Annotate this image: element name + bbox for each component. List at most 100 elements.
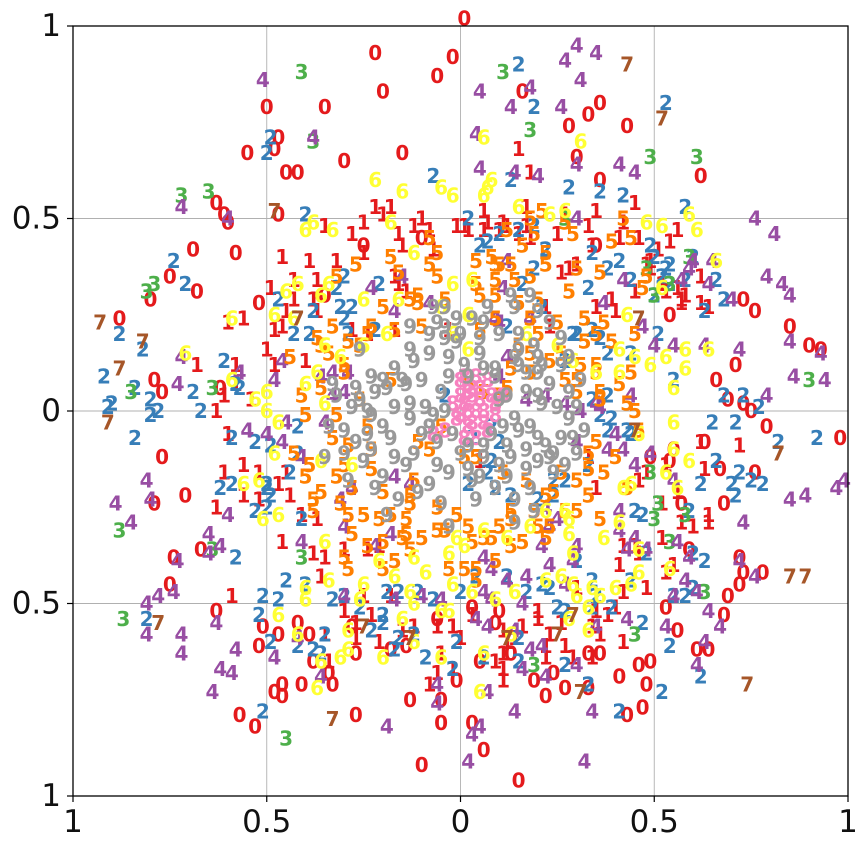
digit-marker-5: 5 bbox=[488, 253, 502, 277]
digit-marker-9: 9 bbox=[341, 468, 355, 492]
digit-marker-4: 4 bbox=[643, 441, 657, 465]
digit-marker-4: 4 bbox=[508, 618, 522, 642]
digit-marker-1: 1 bbox=[694, 430, 708, 454]
digit-marker-4: 4 bbox=[314, 665, 328, 689]
digit-marker-2: 2 bbox=[581, 672, 595, 696]
digit-marker-2: 2 bbox=[612, 249, 626, 273]
digit-marker-4: 4 bbox=[225, 661, 239, 685]
digit-marker-2: 2 bbox=[260, 495, 274, 519]
digit-marker-6: 6 bbox=[357, 287, 371, 311]
digit-marker-4: 4 bbox=[341, 361, 355, 385]
digit-marker-0: 0 bbox=[682, 538, 696, 562]
digit-marker-9: 9 bbox=[442, 364, 456, 388]
digit-marker-9: 9 bbox=[512, 337, 526, 361]
digit-marker-6: 6 bbox=[260, 380, 274, 404]
digit-marker-9: 9 bbox=[403, 314, 417, 338]
digit-marker-2: 2 bbox=[411, 580, 425, 604]
digit-marker-0: 0 bbox=[194, 538, 208, 562]
digit-marker-4: 4 bbox=[337, 584, 351, 608]
digit-marker-1: 1 bbox=[209, 399, 223, 423]
digit-marker-6: 6 bbox=[477, 642, 491, 666]
digit-marker-2: 2 bbox=[225, 426, 239, 450]
digit-marker-6: 6 bbox=[523, 515, 537, 539]
digit-marker-6: 6 bbox=[632, 422, 646, 446]
digit-marker-2: 2 bbox=[302, 322, 316, 346]
digit-marker-6: 6 bbox=[550, 334, 564, 358]
digit-marker-1: 1 bbox=[678, 284, 692, 308]
digit-marker-9: 9 bbox=[508, 407, 522, 431]
digit-marker-0: 0 bbox=[477, 738, 491, 762]
digit-marker-8: 8 bbox=[450, 407, 464, 431]
digit-marker-6: 6 bbox=[655, 214, 669, 238]
digit-marker-5: 5 bbox=[384, 368, 398, 392]
digit-marker-0: 0 bbox=[291, 160, 305, 184]
digit-marker-9: 9 bbox=[423, 472, 437, 496]
digit-marker-6: 6 bbox=[333, 345, 347, 369]
digit-marker-2: 2 bbox=[616, 183, 630, 207]
digit-marker-4: 4 bbox=[570, 33, 584, 57]
digit-marker-4: 4 bbox=[314, 364, 328, 388]
digit-marker-2: 2 bbox=[581, 453, 595, 477]
digit-marker-1: 1 bbox=[512, 137, 526, 161]
digit-marker-2: 2 bbox=[686, 576, 700, 600]
digit-marker-4: 4 bbox=[558, 572, 572, 596]
digit-marker-0: 0 bbox=[113, 307, 127, 331]
digit-marker-9: 9 bbox=[415, 368, 429, 392]
digit-marker-6: 6 bbox=[465, 268, 479, 292]
digit-marker-4: 4 bbox=[508, 160, 522, 184]
digit-marker-5: 5 bbox=[384, 503, 398, 527]
digit-marker-1: 1 bbox=[399, 280, 413, 304]
digit-marker-1: 1 bbox=[364, 603, 378, 627]
digit-marker-4: 4 bbox=[140, 622, 154, 646]
digit-marker-0: 0 bbox=[690, 638, 704, 662]
digit-marker-9: 9 bbox=[496, 414, 510, 438]
digit-marker-2: 2 bbox=[698, 299, 712, 323]
digit-marker-2: 2 bbox=[419, 645, 433, 669]
digit-marker-4: 4 bbox=[430, 672, 444, 696]
digit-marker-5: 5 bbox=[302, 453, 316, 477]
digit-marker-5: 5 bbox=[523, 361, 537, 385]
digit-marker-9: 9 bbox=[430, 430, 444, 454]
digit-marker-1: 1 bbox=[271, 472, 285, 496]
digit-marker-8: 8 bbox=[469, 426, 483, 450]
digit-marker-2: 2 bbox=[306, 638, 320, 662]
digit-marker-9: 9 bbox=[488, 357, 502, 381]
digit-marker-6: 6 bbox=[291, 622, 305, 646]
digit-marker-9: 9 bbox=[488, 476, 502, 500]
digit-marker-9: 9 bbox=[508, 345, 522, 369]
digit-marker-4: 4 bbox=[829, 476, 843, 500]
digit-marker-0: 0 bbox=[349, 703, 363, 727]
digit-marker-1: 1 bbox=[694, 291, 708, 315]
digit-marker-4: 4 bbox=[140, 468, 154, 492]
digit-marker-6: 6 bbox=[395, 607, 409, 631]
y-tick-label: 1 bbox=[41, 8, 61, 44]
digit-marker-6: 6 bbox=[434, 599, 448, 623]
digit-marker-5: 5 bbox=[589, 430, 603, 454]
digit-marker-5: 5 bbox=[589, 353, 603, 377]
digit-marker-2: 2 bbox=[566, 322, 580, 346]
digit-marker-0: 0 bbox=[674, 491, 688, 515]
digit-marker-3: 3 bbox=[558, 207, 572, 231]
digit-marker-9: 9 bbox=[450, 307, 464, 331]
digit-marker-4: 4 bbox=[736, 511, 750, 535]
digit-marker-7: 7 bbox=[655, 106, 669, 130]
digit-marker-5: 5 bbox=[640, 264, 654, 288]
digit-marker-5: 5 bbox=[547, 480, 561, 504]
digit-marker-2: 2 bbox=[558, 468, 572, 492]
digit-marker-5: 5 bbox=[341, 434, 355, 458]
digit-marker-4: 4 bbox=[364, 276, 378, 300]
digit-marker-3: 3 bbox=[647, 284, 661, 308]
digit-marker-2: 2 bbox=[752, 395, 766, 419]
digit-marker-6: 6 bbox=[299, 576, 313, 600]
digit-marker-2: 2 bbox=[519, 580, 533, 604]
digit-marker-0: 0 bbox=[318, 284, 332, 308]
digit-marker-0: 0 bbox=[713, 457, 727, 481]
digit-marker-4: 4 bbox=[434, 588, 448, 612]
digit-marker-2: 2 bbox=[612, 699, 626, 723]
digit-marker-2: 2 bbox=[694, 665, 708, 689]
digit-marker-0: 0 bbox=[306, 649, 320, 673]
digit-marker-5: 5 bbox=[554, 461, 568, 485]
digit-marker-6: 6 bbox=[419, 561, 433, 585]
digit-marker-6: 6 bbox=[473, 680, 487, 704]
digit-marker-4: 4 bbox=[667, 468, 681, 492]
